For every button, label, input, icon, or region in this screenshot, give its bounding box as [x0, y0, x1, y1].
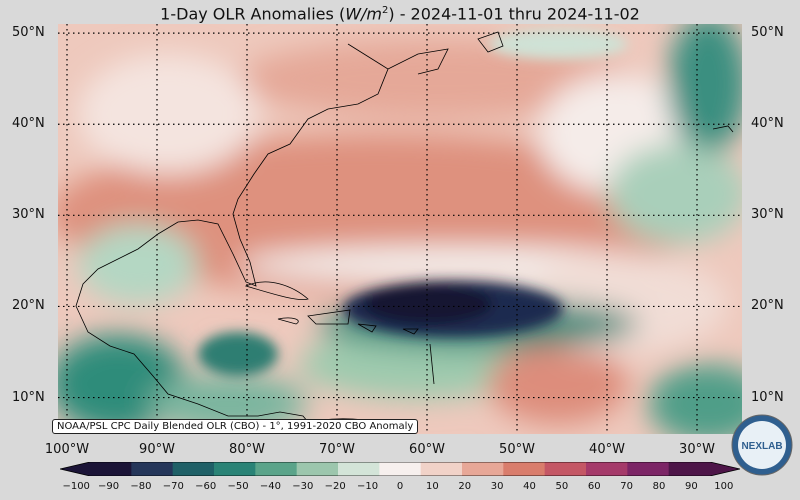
lat-label: 30°N	[12, 207, 45, 223]
colorbar	[60, 462, 740, 476]
colorbar-tick-label: −90	[98, 481, 120, 492]
colorbar-segment	[214, 462, 256, 476]
colorbar-segment	[379, 462, 422, 476]
colorbar-segment	[255, 462, 298, 476]
colorbar-tick-label: 50	[555, 481, 569, 492]
colorbar-tick-label: −40	[259, 481, 282, 492]
colorbar-segment	[503, 462, 546, 476]
svg-text:NEXLAB: NEXLAB	[741, 441, 782, 452]
lat-label: 20°N	[12, 298, 45, 314]
lat-label: 10°N	[751, 389, 784, 405]
colorbar-tick-label: −60	[195, 481, 217, 492]
colorbar-tick-label: 60	[587, 481, 601, 492]
colorbar-segment	[338, 462, 380, 476]
chart-title: 1-Day OLR Anomalies (W/m2) - 2024-11-01 …	[160, 4, 640, 24]
lon-label: 90°W	[139, 442, 175, 457]
colorbar-segment	[90, 462, 132, 476]
colorbar-segment	[544, 462, 587, 476]
colorbar-max-arrow	[710, 462, 740, 476]
lat-label: 20°N	[751, 298, 784, 314]
lon-label: 80°W	[229, 442, 265, 457]
lon-label: 30°W	[679, 442, 715, 457]
lat-label: 50°N	[751, 25, 784, 41]
colorbar-segment	[172, 462, 215, 476]
colorbar-tick-label: −20	[324, 481, 346, 492]
lat-label: 50°N	[12, 25, 45, 41]
lat-label: 40°N	[12, 116, 45, 132]
nexlab-logo: NEXLAB	[731, 414, 793, 476]
colorbar-tick-label: 80	[652, 481, 666, 492]
colorbar-tick-label: 0	[396, 481, 404, 492]
colorbar-segment	[420, 462, 463, 476]
colorbar-tick-label: 20	[458, 481, 472, 492]
colorbar-tick-label: −10	[357, 481, 379, 492]
colorbar-segment	[131, 462, 174, 476]
colorbar-tick-label: −100	[62, 481, 90, 492]
colorbar-segment	[627, 462, 670, 476]
colorbar-tick-label: 30	[490, 481, 504, 492]
lon-label: 60°W	[409, 442, 445, 457]
lon-label: 50°W	[499, 442, 535, 457]
colorbar-tick-label: −30	[292, 481, 314, 492]
colorbar-tick-label: −50	[227, 481, 249, 492]
colorbar-tick-label: 70	[620, 481, 634, 492]
colorbar-tick-label: −80	[130, 481, 152, 492]
colorbar-tick-label: 100	[714, 481, 734, 492]
colorbar-min-arrow	[60, 462, 90, 476]
colorbar-segment	[668, 462, 711, 476]
data-source-caption: NOAA/PSL CPC Daily Blended OLR (CBO) - 1…	[52, 419, 419, 434]
lat-label: 10°N	[12, 389, 45, 405]
lon-label: 100°W	[44, 442, 90, 457]
colorbar-segment	[586, 462, 628, 476]
colorbar-segment	[296, 462, 339, 476]
colorbar-tick-label: 40	[523, 481, 536, 492]
colorbar-segment	[462, 462, 504, 476]
colorbar-tick-label: 10	[426, 481, 439, 492]
lat-label: 40°N	[751, 116, 784, 132]
lat-label: 30°N	[751, 207, 784, 223]
colorbar-tick-label: −70	[162, 481, 184, 492]
lon-label: 70°W	[319, 442, 355, 457]
lon-label: 40°W	[589, 442, 625, 457]
coastlines	[75, 31, 734, 434]
colorbar-tick-label: 90	[685, 481, 698, 492]
